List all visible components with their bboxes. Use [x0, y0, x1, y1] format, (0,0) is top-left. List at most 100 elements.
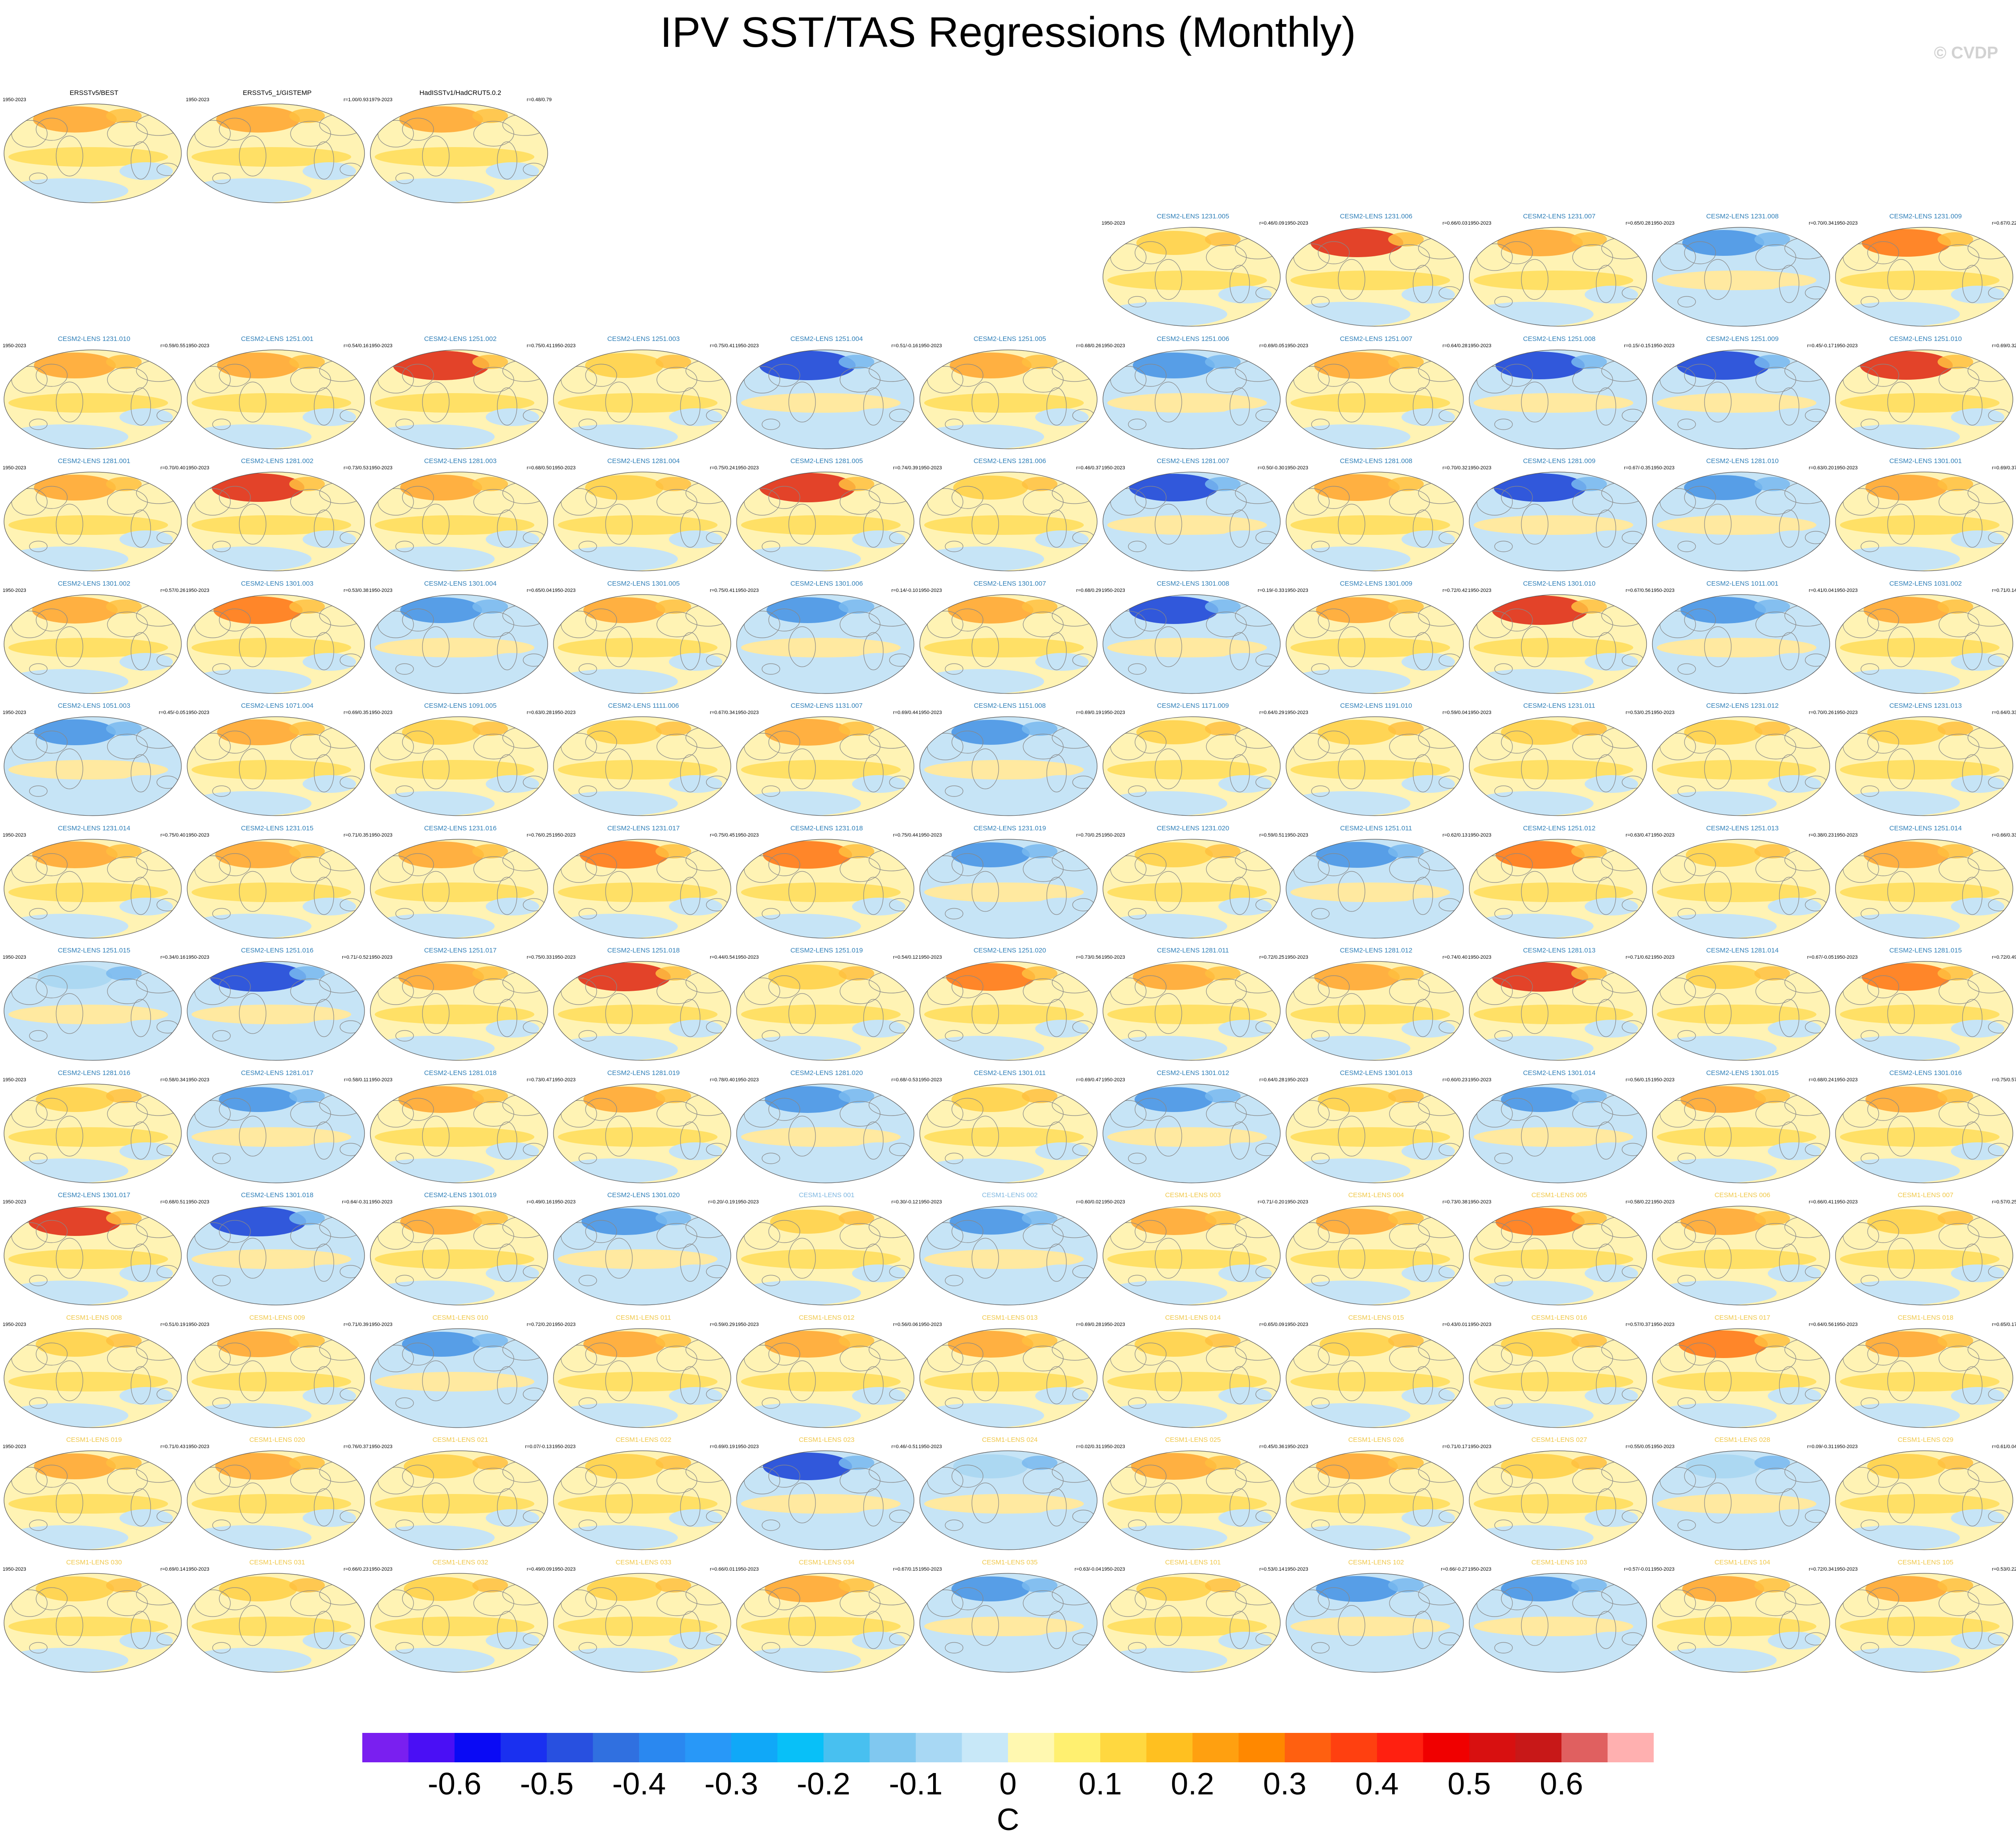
ensemble-member-panel: CESM2-LENS 1281.019 1950-2023 r=0.78/0.40 [552, 1069, 735, 1190]
panel-correlation: r=0.75/0.41 [710, 343, 735, 349]
north-pacific-anomaly [583, 1331, 665, 1357]
panel-years: 1950-2023 [552, 832, 576, 838]
panel-correlation: r=0.14/-0.10 [891, 587, 918, 593]
panel-title: CESM2-LENS 1301.020 [607, 1191, 680, 1199]
continent-outline [1229, 265, 1250, 303]
north-atlantic-anomaly [1388, 1456, 1424, 1470]
continent-outline [656, 734, 697, 759]
continent-outline [768, 1342, 800, 1366]
continent-outline [107, 734, 148, 759]
continent-outline [1962, 1488, 1983, 1527]
continent-outline [107, 366, 148, 393]
regression-map [919, 716, 1098, 816]
southern-ocean-patch [1103, 1281, 1227, 1305]
continent-outline [1338, 626, 1365, 667]
map-border [553, 1328, 731, 1428]
map-border [187, 594, 365, 694]
continent-outline [1755, 366, 1796, 393]
southern-ocean-patch [4, 546, 128, 571]
continent-outline [219, 853, 251, 876]
ensemble-member-panel: CESM2-LENS 1281.002 1950-2023 r=0.73/0.53 [186, 457, 369, 578]
continent-outline [1860, 296, 1879, 308]
panel-title: CESM2-LENS 1281.019 [607, 1069, 680, 1077]
continent-outline [656, 978, 697, 1004]
map-border [370, 1206, 548, 1305]
north-pacific-anomaly [37, 965, 112, 989]
panel-years: 1950-2023 [735, 1199, 759, 1205]
southern-ocean-patch [187, 1281, 311, 1305]
continent-outline [585, 1097, 617, 1121]
panel-title: CESM2-LENS 1151.008 [974, 702, 1046, 710]
panel-years: 1950-2023 [1651, 955, 1675, 960]
north-atlantic-anomaly [839, 1088, 874, 1103]
continent-outline [473, 1223, 514, 1249]
continent-outline [56, 1482, 83, 1523]
north-pacific-anomaly [1677, 351, 1770, 380]
regression-map [1469, 961, 1647, 1061]
continent-outline [131, 141, 151, 180]
tropical-band [191, 147, 352, 167]
continent-outline [1135, 1587, 1167, 1610]
south-atlantic-patch [486, 653, 539, 671]
southern-ocean-patch [737, 1403, 861, 1428]
tropical-band [1473, 760, 1634, 780]
north-atlantic-anomaly [289, 1578, 325, 1593]
continent-outline [1206, 1345, 1247, 1371]
continent-outline [314, 1488, 334, 1527]
continent-outline [1413, 1366, 1433, 1404]
regression-map [553, 1206, 731, 1305]
south-atlantic-patch [1585, 1509, 1638, 1527]
continent-outline [56, 626, 83, 667]
continent-outline [971, 1605, 999, 1646]
north-pacific-anomaly [587, 720, 662, 744]
continent-outline [314, 387, 334, 426]
north-atlantic-anomaly [1022, 1211, 1057, 1225]
southern-ocean-patch [920, 1158, 1044, 1183]
continent-outline [29, 1152, 48, 1164]
colorbar-swatch [500, 1733, 547, 1762]
continent-outline [219, 118, 251, 141]
map-border [1652, 472, 1830, 571]
continent-outline [605, 626, 633, 667]
continent-outline [239, 870, 266, 912]
map-border [1835, 472, 2013, 571]
north-atlantic-anomaly [1754, 1088, 1790, 1103]
southern-ocean-patch [187, 424, 311, 449]
map-border [1102, 1572, 1281, 1673]
southern-ocean-patch [920, 791, 1044, 816]
north-pacific-anomaly [1314, 352, 1400, 379]
north-atlantic-anomaly [1571, 1456, 1607, 1470]
panel-title: CESM2-LENS 1231.013 [1889, 702, 1962, 710]
continent-outline [762, 907, 780, 919]
continent-outline [1128, 1152, 1147, 1164]
continent-outline [585, 1220, 617, 1243]
observation-panel: HadISSTv1/HadCRUT5.0.2 1979-2023 r=0.48/0.… [369, 89, 552, 209]
tropical-band [1840, 393, 2000, 413]
southern-ocean-patch [1103, 1647, 1227, 1672]
southern-ocean-patch [553, 546, 678, 571]
continent-outline [840, 366, 881, 393]
panel-title: CESM2-LENS 1031.002 [1889, 579, 1962, 587]
continent-outline [971, 1360, 999, 1401]
regression-map [187, 716, 365, 816]
tropical-band [1656, 515, 1817, 535]
continent-outline [107, 856, 148, 882]
panel-correlation: r=0.64/0.28 [1259, 1077, 1284, 1083]
continent-outline [422, 135, 450, 176]
continent-outline [1860, 907, 1879, 919]
continent-outline [1229, 876, 1250, 915]
continent-outline [1704, 1115, 1732, 1157]
north-atlantic-anomaly [656, 722, 691, 736]
north-atlantic-anomaly [289, 722, 325, 736]
panel-title: CESM1-LENS 006 [1714, 1191, 1770, 1199]
south-atlantic-patch [119, 1142, 173, 1160]
panel-correlation: r=0.53/0.38 [344, 587, 369, 593]
panel-correlation: r=0.72/0.20 [527, 1322, 552, 1327]
panel-correlation: r=0.65/0.28 [1626, 221, 1651, 226]
continent-outline [1494, 785, 1513, 797]
panel-correlation: r=0.56/0.06 [893, 1322, 918, 1327]
continent-outline [1938, 489, 1979, 515]
north-atlantic-anomaly [472, 109, 508, 123]
north-pacific-anomaly [1686, 965, 1761, 989]
north-atlantic-anomaly [839, 1578, 874, 1593]
